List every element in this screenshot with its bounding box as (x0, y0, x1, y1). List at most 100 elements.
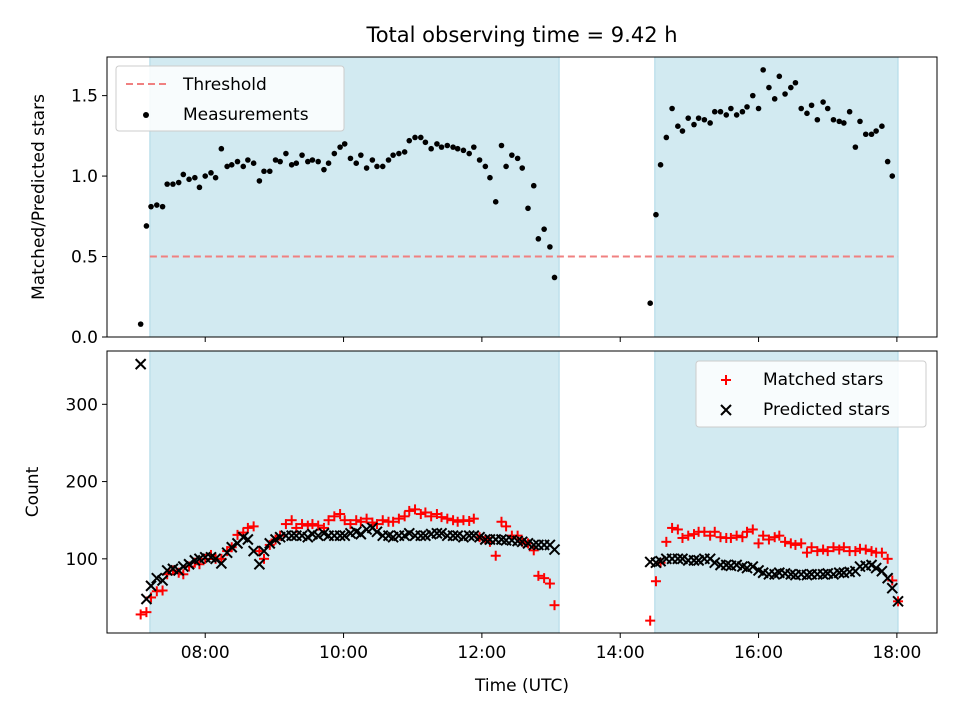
x-axis-label: Time (UTC) (474, 676, 569, 696)
measurement-point (711, 108, 718, 115)
measurement-point (347, 155, 354, 162)
measurement-point (159, 203, 166, 210)
measurement-point (884, 158, 891, 165)
measurement-point (396, 150, 402, 157)
measurement-point (776, 73, 783, 80)
matched-star-point (688, 529, 699, 540)
top-shaded-intervals (149, 56, 899, 338)
predicted-star-point (177, 560, 190, 573)
measurement-point (245, 157, 251, 163)
measurement-point (707, 120, 713, 126)
matched-star-point (426, 511, 437, 522)
matched-star-point (549, 600, 560, 611)
shaded-interval-0 (149, 350, 560, 634)
measurement-point (755, 105, 762, 112)
y-tick-label: 1.5 (71, 87, 98, 107)
predicted-star-point (709, 556, 721, 569)
predicted-star-point (247, 545, 260, 557)
matched-star-point (758, 530, 769, 541)
measurement-point (498, 142, 505, 149)
measurement-point (820, 99, 826, 105)
predicted-legend-swatch (720, 404, 732, 416)
predicted-star-point (463, 529, 475, 542)
measurement-point (476, 157, 483, 163)
matched-star-point (539, 573, 550, 584)
measurement-point (862, 131, 869, 138)
bottom-legend-box (695, 360, 927, 428)
y-tick-label: 1.0 (71, 167, 98, 187)
predicted-star-point (435, 527, 448, 540)
x-tick-label: 18:00 (872, 643, 921, 663)
measurement-point (798, 105, 805, 112)
predicted-star-point (403, 527, 415, 540)
predicted-star-point (140, 593, 153, 605)
measurement-point (331, 150, 338, 157)
measurement-point (148, 203, 154, 210)
matched-star-point (753, 538, 764, 549)
matched-star-point (351, 515, 362, 526)
matched-star-point (248, 521, 259, 532)
matched-star-point (747, 524, 758, 535)
matched-star-point (801, 547, 812, 558)
matched-star-point (850, 546, 861, 557)
matched-star-point (763, 534, 774, 545)
measurement-point (868, 131, 875, 138)
matched-star-point (415, 509, 426, 520)
measurement-point (325, 160, 332, 167)
measurement-point (283, 150, 289, 157)
matched-legend-label: Matched stars (763, 370, 883, 390)
predicted-star-point (886, 582, 898, 594)
measurement-point (321, 166, 327, 173)
measurement-point (663, 134, 670, 141)
x-tick-label: 10:00 (319, 643, 368, 663)
measurement-point (385, 157, 392, 163)
measurement-point (852, 144, 859, 150)
measurement-point (830, 116, 837, 123)
matched-star-point (404, 505, 415, 516)
matched-star-point (335, 509, 346, 520)
predicted-star-point (156, 574, 169, 587)
bottom-axes-frame (106, 350, 938, 634)
predicted-star-point (183, 558, 195, 570)
matched-star-point (650, 576, 661, 587)
measurement-point (305, 158, 311, 165)
threshold-legend-label: Threshold (182, 75, 267, 95)
measurement-point (466, 150, 473, 157)
measurement-point (514, 155, 521, 162)
measurement-point (503, 163, 509, 170)
matched-star-point (452, 516, 463, 527)
measurement-point (164, 181, 170, 187)
predicted-star-point (285, 529, 298, 542)
matched-star-point (882, 553, 893, 564)
measurement-point (541, 226, 547, 232)
measurement-point (417, 134, 424, 141)
matched-star-point (410, 504, 421, 515)
measurement-point (293, 160, 300, 167)
measurement-point (438, 144, 445, 150)
measurement-point (277, 158, 283, 165)
measurement-point (547, 244, 553, 250)
matched-star-point (709, 526, 720, 537)
measurement-point (353, 160, 360, 167)
predicted-star-point (672, 553, 684, 565)
measurement-point (509, 152, 515, 158)
matched-star-point (367, 517, 378, 528)
measurement-point (266, 168, 273, 175)
measurement-point (444, 142, 451, 149)
top-legend-box (115, 65, 345, 132)
predicted-star-point (870, 562, 882, 574)
bottom-count-points (134, 358, 904, 626)
matched-star-point (790, 539, 801, 550)
matched-star-point (448, 515, 459, 526)
measurement-point (487, 174, 493, 181)
matched-star-point (141, 607, 152, 618)
matched-star-point (742, 526, 753, 537)
predicted-star-point (654, 555, 667, 567)
matched-star-point (280, 519, 291, 530)
measurement-point (760, 67, 766, 73)
measurement-point (679, 128, 686, 134)
measurement-point (234, 158, 241, 165)
matched-star-point (442, 513, 453, 524)
predicted-star-point (312, 529, 324, 542)
